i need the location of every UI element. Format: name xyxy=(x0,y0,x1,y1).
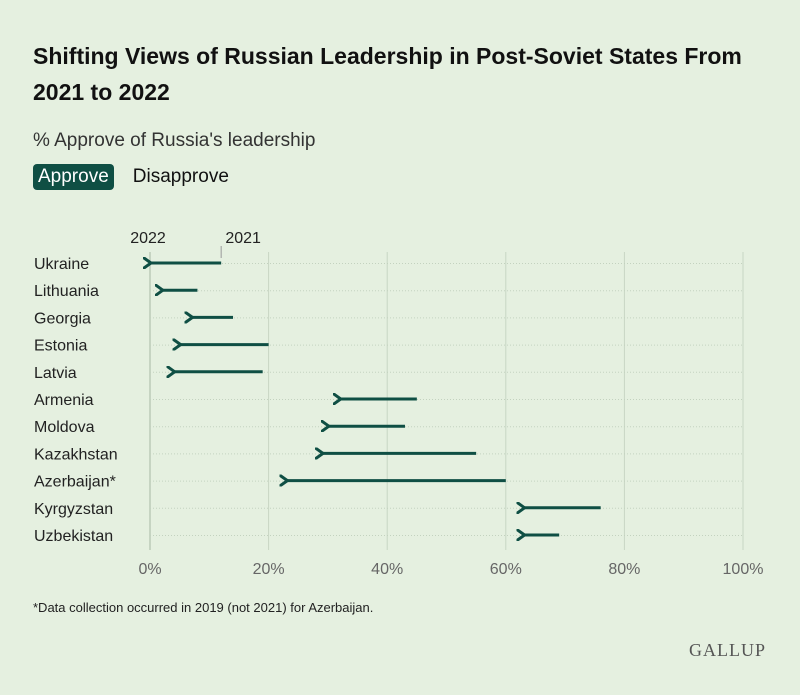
category-label: Estonia xyxy=(34,338,87,355)
chart-title: Shifting Views of Russian Leadership in … xyxy=(33,43,742,105)
category-label: Uzbekistan xyxy=(34,528,113,545)
disapprove-tab[interactable]: Disapprove xyxy=(132,166,229,187)
x-tick-label: 20% xyxy=(253,561,285,578)
category-label: Kyrgyzstan xyxy=(34,501,113,518)
legend-end-year: 2022 xyxy=(130,230,166,247)
legend-start-year: 2021 xyxy=(225,230,261,247)
x-tick-label: 40% xyxy=(371,561,403,578)
approve-tab[interactable]: Approve xyxy=(33,164,114,190)
x-tick-label: 100% xyxy=(723,561,764,578)
footnote: *Data collection occurred in 2019 (not 2… xyxy=(33,600,374,615)
category-label: Ukraine xyxy=(34,256,89,273)
x-tick-label: 80% xyxy=(608,561,640,578)
x-tick-label: 60% xyxy=(490,561,522,578)
category-label: Azerbaijan* xyxy=(34,474,116,491)
category-label: Kazakhstan xyxy=(34,446,118,463)
x-tick-label: 0% xyxy=(138,561,161,578)
gallup-logo: GALLUP xyxy=(689,640,766,660)
category-label: Moldova xyxy=(34,419,95,436)
metric-toggle: Approve Disapprove xyxy=(33,164,234,190)
arrow-chart: Ukraine Lithuania Georgia Estonia Latvia Arme… xyxy=(34,230,764,578)
category-label: Lithuania xyxy=(34,283,99,300)
category-label: Armenia xyxy=(34,392,94,409)
category-label: Latvia xyxy=(34,365,77,382)
chart-subtitle: % Approve of Russia's leadership xyxy=(33,130,316,151)
category-label: Georgia xyxy=(34,310,91,327)
